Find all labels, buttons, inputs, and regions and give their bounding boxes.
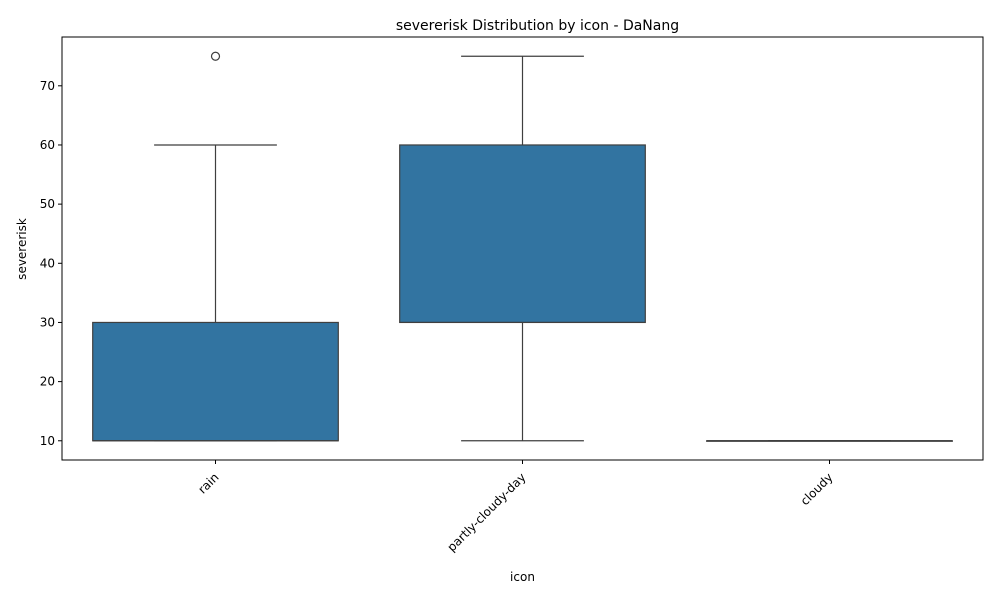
outlier-point <box>210 51 221 61</box>
box-group-partly-cloudy-day <box>399 55 646 442</box>
x-tick-label: cloudy <box>798 470 836 508</box>
plot-area <box>92 51 953 442</box>
y-tick-label: 30 <box>40 315 55 329</box>
box-iqr <box>92 321 339 442</box>
chart-title: severerisk Distribution by icon - DaNang <box>396 18 679 34</box>
y-tick-label: 70 <box>40 79 55 93</box>
box-iqr <box>399 144 646 324</box>
box-group-cloudy <box>706 440 953 442</box>
y-tick-label: 60 <box>40 138 55 152</box>
y-tick-label: 50 <box>40 197 55 211</box>
x-tick-label: rain <box>195 470 221 496</box>
x-tick-label: partly-cloudy-day <box>445 470 529 554</box>
y-tick-label: 20 <box>40 375 55 389</box>
y-tick-label: 40 <box>40 256 55 270</box>
x-axis-title: icon <box>510 570 535 584</box>
y-axis-title: severerisk <box>15 218 29 280</box>
box-group-rain <box>92 51 339 442</box>
y-tick-label: 10 <box>40 434 55 448</box>
